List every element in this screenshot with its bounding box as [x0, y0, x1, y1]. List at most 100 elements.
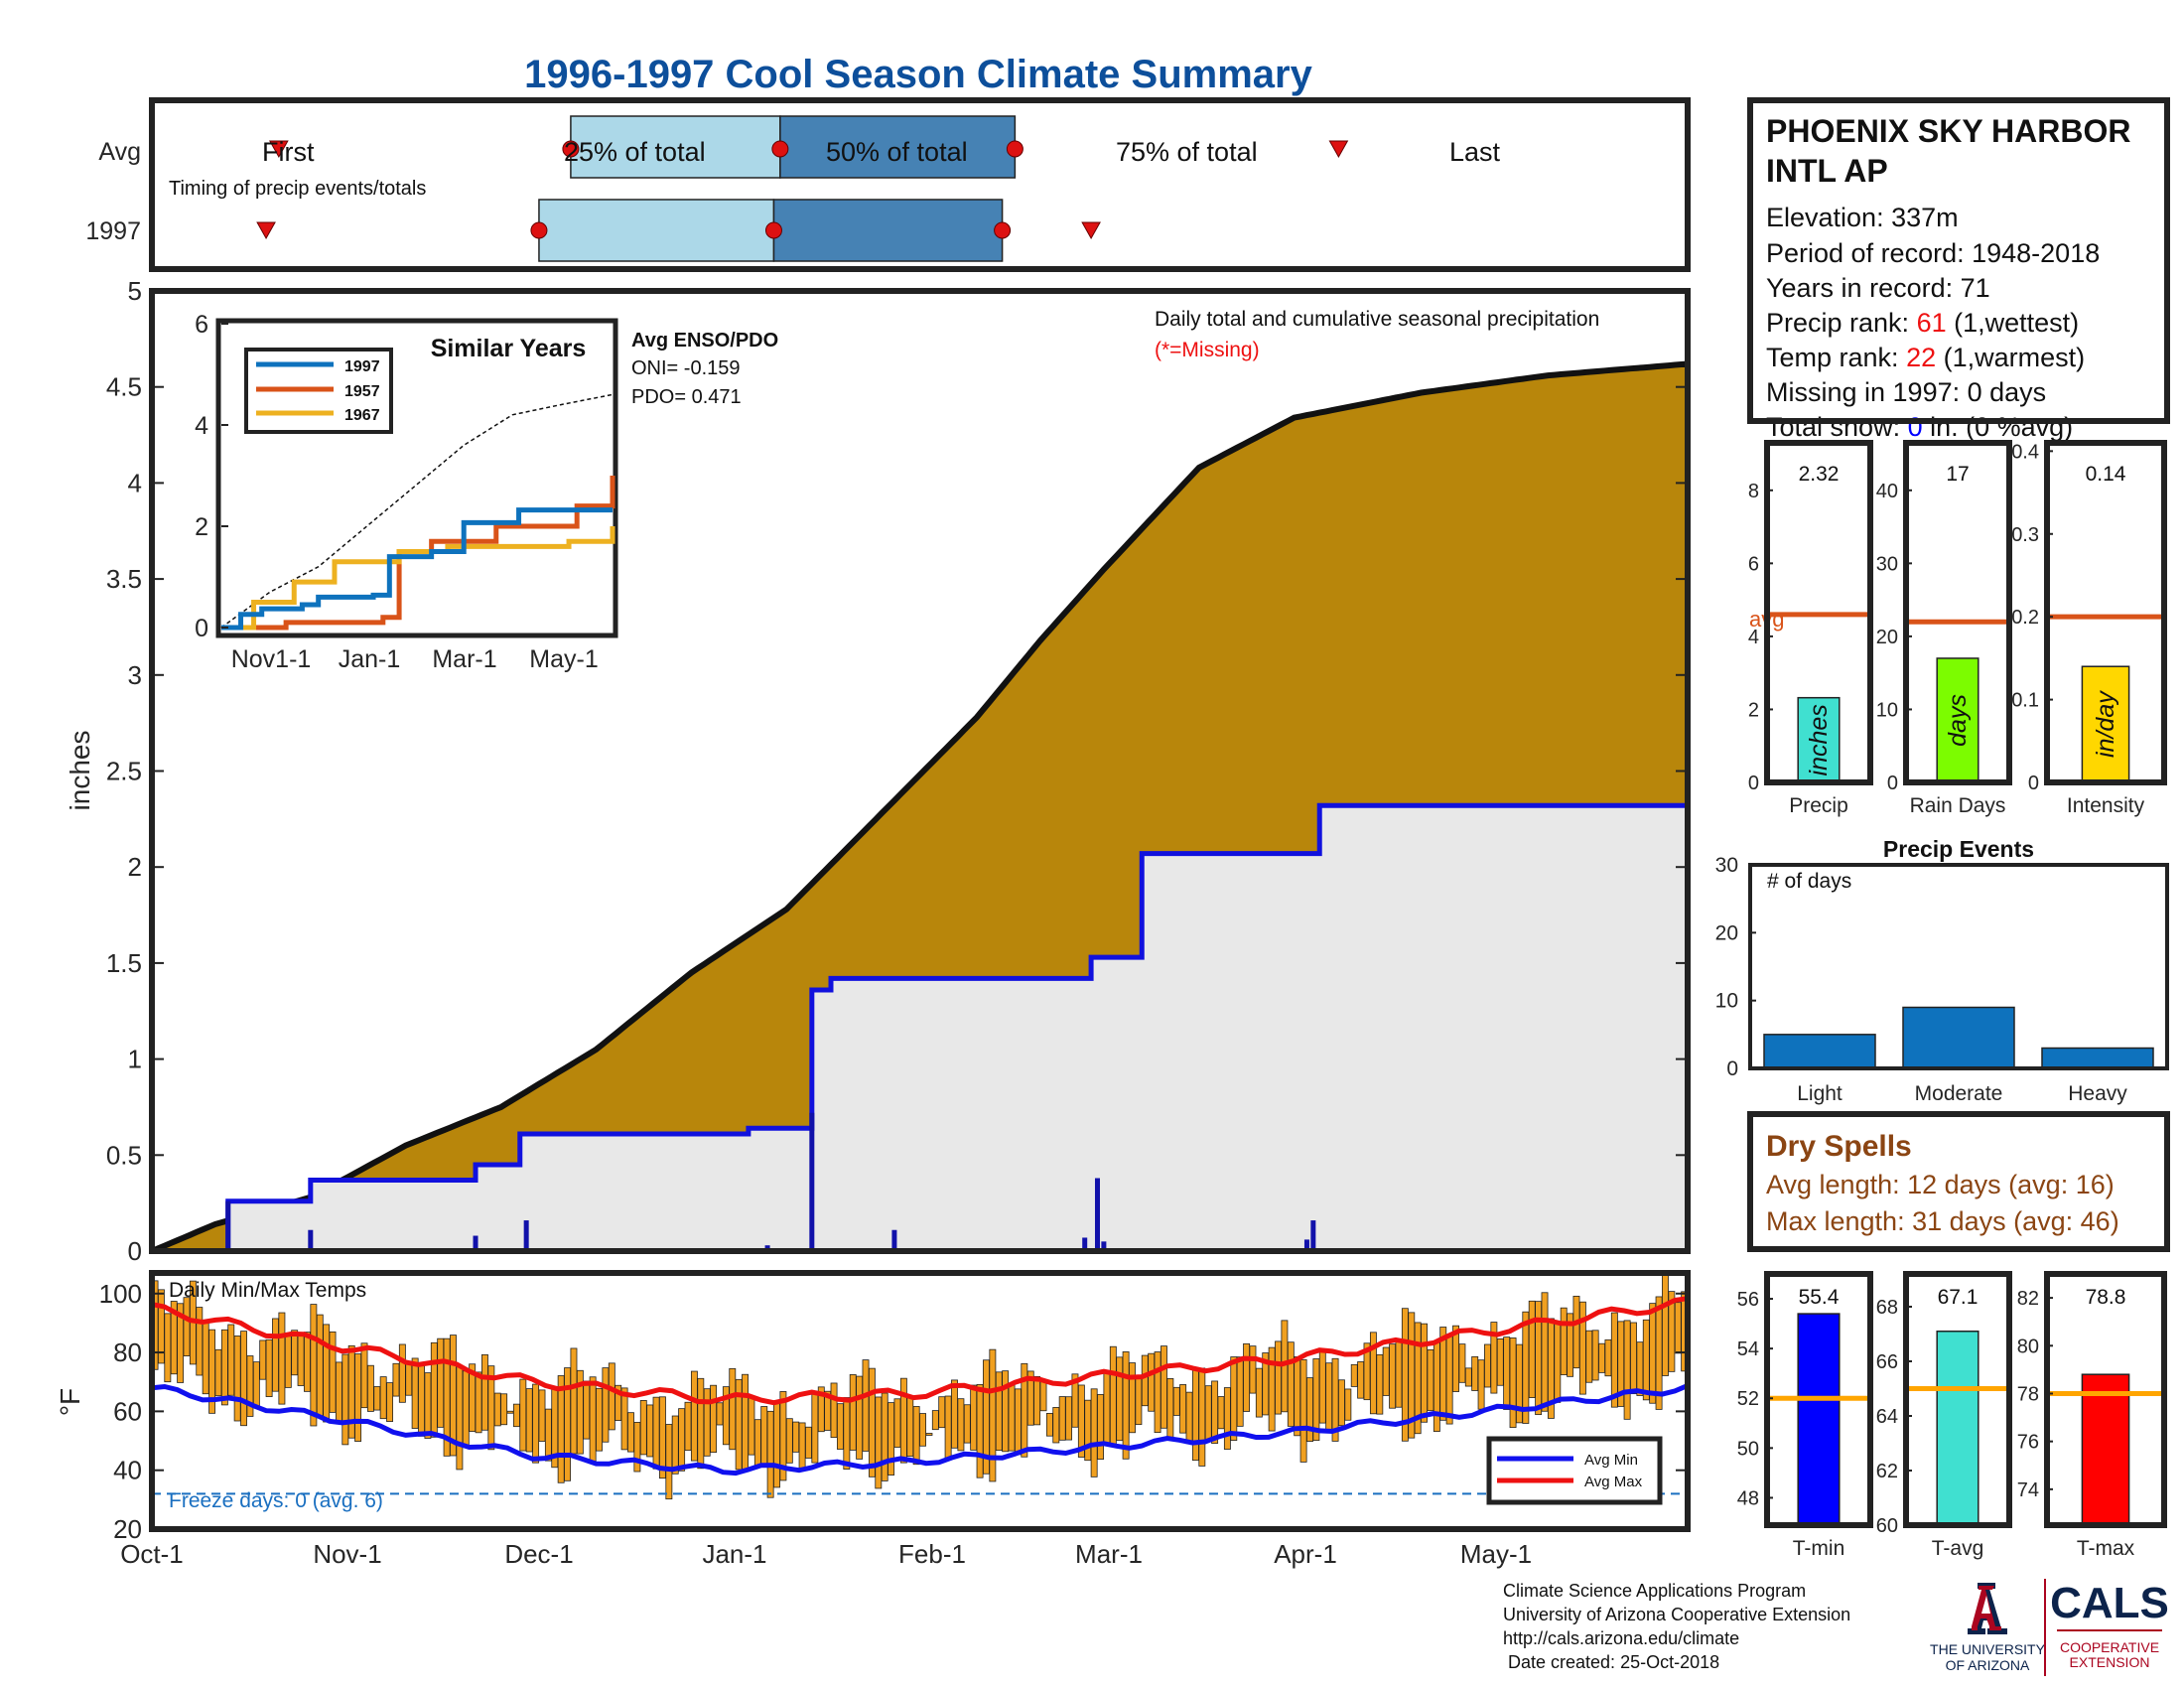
- temp-summary-ytick-label: 64: [1876, 1406, 1898, 1428]
- summary-bar-category: Rain Days: [1910, 794, 2006, 817]
- summary-bar-category: Precip: [1789, 794, 1848, 817]
- daily-temp-bar: [519, 1378, 527, 1452]
- daily-temp-bar: [875, 1396, 883, 1489]
- daily-temp-bar: [798, 1422, 806, 1471]
- daily-temp-bar: [240, 1331, 247, 1427]
- daily-temp-bar: [1249, 1345, 1257, 1394]
- cals-wordmark: CALS: [2050, 1579, 2169, 1627]
- temp-summary-frame: [1764, 1271, 1873, 1528]
- daily-temp-bar: [1217, 1396, 1225, 1430]
- daily-temp-bar: [1630, 1322, 1637, 1395]
- event-bar-light: [1763, 1034, 1876, 1069]
- cals-coop-line1: COOPERATIVE: [2060, 1639, 2159, 1655]
- daily-temp-bar: [925, 1433, 933, 1436]
- daily-precip-bar: [523, 1220, 529, 1251]
- temp-summary-ytick-label: 52: [1737, 1388, 1759, 1410]
- summary-ytick-label: 0: [1887, 773, 1898, 794]
- daily-temp-bar: [227, 1324, 235, 1396]
- inset-ytick-label: 2: [195, 513, 208, 541]
- daily-temp-bar: [1325, 1362, 1333, 1432]
- daily-temp-bar: [583, 1380, 591, 1440]
- daily-temp-bar: [1662, 1274, 1669, 1376]
- daily-temp-bar: [970, 1384, 978, 1451]
- temp-summary-ytick-label: 76: [2017, 1432, 2039, 1454]
- station-info-box: PHOENIX SKY HARBOR INTL AP Elevation: 33…: [1747, 97, 2170, 442]
- daily-temp-bar: [1464, 1367, 1472, 1387]
- daily-temp-bar: [379, 1376, 387, 1420]
- daily-temp-bar: [836, 1403, 844, 1450]
- daily-temp-bar: [887, 1402, 895, 1476]
- daily-temp-bar: [1458, 1343, 1466, 1383]
- inset-ytick-label: 0: [195, 615, 208, 642]
- daily-temp-bar: [366, 1364, 374, 1412]
- daily-temp-bar: [1560, 1307, 1568, 1375]
- events-ytick-label: 0: [1726, 1057, 1738, 1080]
- daily-temp-bar: [278, 1312, 286, 1405]
- daily-temp-bar: [450, 1335, 457, 1457]
- daily-temp-bar: [564, 1367, 572, 1481]
- temp-summary-t-min: 55.4 48 50 52 54 56 T-min: [1737, 1271, 1873, 1560]
- summary-bar-category: Intensity: [2067, 794, 2145, 817]
- temp-summary-ytick-label: 80: [2017, 1336, 2039, 1357]
- temperature-summary-bars: 55.4 48 50 52 54 56 T-min 67.1 60 62 64 66 68 T-avg 78…: [1737, 1271, 2167, 1560]
- event-category-label: Light: [1797, 1082, 1843, 1105]
- daily-precip-bar: [1082, 1237, 1088, 1251]
- daily-temp-bar: [1636, 1341, 1644, 1396]
- cals-coop-line2: EXTENSION: [2070, 1654, 2150, 1670]
- temp-y-label: °F: [55, 1388, 85, 1416]
- daily-temp-bar: [899, 1377, 907, 1464]
- summary-ytick-label: 4: [1748, 627, 1759, 648]
- temp-summary-ytick-label: 60: [1876, 1515, 1898, 1537]
- daily-temp-bar: [1585, 1330, 1593, 1383]
- summary-ytick-label: 8: [1748, 481, 1759, 502]
- footer: Climate Science Applications Program Uni…: [1503, 1581, 1850, 1672]
- daily-temp-bar: [392, 1362, 400, 1397]
- station-box-frame: [1747, 97, 2170, 424]
- temp-summary-ytick-label: 62: [1876, 1461, 1898, 1482]
- temp-summary-ytick-label: 78: [2017, 1383, 2039, 1405]
- daily-temp-bar: [1198, 1367, 1206, 1467]
- summary-ytick-label: 0: [1748, 773, 1759, 794]
- temp-summary-ytick-label: 74: [2017, 1479, 2039, 1501]
- temp-summary-ytick-label: 82: [2017, 1288, 2039, 1310]
- temp-ytick-label: 80: [113, 1337, 142, 1367]
- inset-xtick-3: May-1: [529, 645, 598, 673]
- daily-temp-bar: [748, 1395, 755, 1456]
- summary-bar-inner-label: days: [1944, 694, 1972, 747]
- daily-temp-bar: [1185, 1391, 1193, 1445]
- temp-summary-ytick-label: 68: [1876, 1297, 1898, 1319]
- summary-bar-frame: [2044, 440, 2167, 785]
- events-note: # of days: [1767, 870, 1851, 893]
- daily-temp-bar: [1039, 1381, 1047, 1412]
- daily-temp-bar: [437, 1337, 445, 1428]
- daily-temp-bar: [164, 1313, 172, 1383]
- daily-temp-bar: [862, 1359, 870, 1452]
- daily-temp-bar: [785, 1418, 793, 1464]
- temp-legend-box: [1486, 1436, 1663, 1505]
- daily-temp-bar: [1421, 1323, 1429, 1423]
- daily-temp-bar: [1642, 1319, 1650, 1401]
- daily-temp-bar: [512, 1403, 520, 1428]
- daily-temp-bar: [881, 1392, 888, 1481]
- avg-max-line: [151, 1296, 1689, 1406]
- temp-ytick-label: 60: [113, 1396, 142, 1426]
- precip-panel-frame: [149, 288, 1691, 1254]
- xtick-mar: Mar-1: [1075, 1539, 1143, 1569]
- daily-temp-bar: [1116, 1356, 1124, 1442]
- inset-xtick-1: Jan-1: [339, 645, 401, 673]
- daily-temp-bar: [944, 1395, 952, 1460]
- daily-temp-bar: [589, 1376, 597, 1462]
- summary-ytick-label: 2: [1748, 699, 1759, 721]
- daily-temp-bar: [602, 1367, 610, 1443]
- daily-temp-bar: [386, 1382, 394, 1422]
- daily-temp-bar: [1204, 1385, 1212, 1442]
- timing-box-avg-50-75: [779, 115, 1017, 179]
- daily-temp-bar: [849, 1374, 857, 1451]
- daily-temp-bar: [716, 1402, 724, 1426]
- temp-summary-category: T-avg: [1932, 1537, 1984, 1560]
- timing-marker-yr-first: [256, 221, 276, 240]
- daily-temp-bar: [627, 1412, 634, 1453]
- precip-note-missing: (*=Missing): [1155, 339, 1260, 361]
- precip-ytick-label: 0: [128, 1236, 142, 1266]
- daily-temp-bar: [424, 1372, 432, 1439]
